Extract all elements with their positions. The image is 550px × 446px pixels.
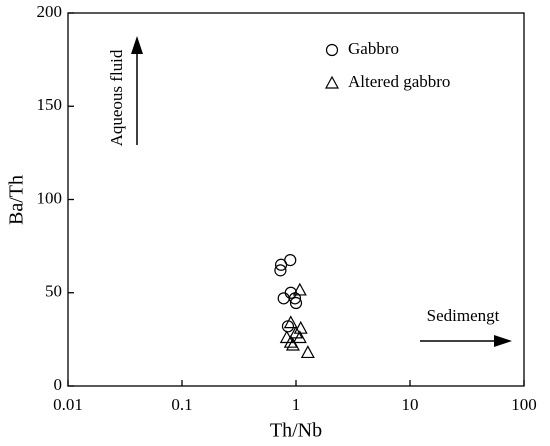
y-axis-label: Ba/Th: [6, 175, 28, 225]
x-axis-label: Th/Nb: [270, 420, 322, 442]
y-tick-label: 50: [45, 282, 62, 301]
triangle-marker: [292, 282, 307, 296]
triangle-marker: [285, 337, 300, 351]
circle-marker: [274, 264, 287, 277]
x-tick-label: 100: [511, 395, 537, 414]
triangle-marker: [292, 330, 307, 344]
triangle-marker: [283, 315, 298, 329]
x-tick-label: 0.1: [171, 395, 192, 414]
aqueous-arrowhead: [131, 36, 143, 54]
triangle-marker: [300, 345, 315, 359]
circle-marker: [274, 258, 288, 271]
sediment-arrowhead: [494, 335, 512, 347]
y-tick-label: 100: [37, 188, 63, 207]
annotation: Aqueous fluid: [107, 49, 126, 146]
legend-label: Gabbro: [348, 39, 399, 58]
circle-marker: [289, 296, 303, 310]
x-tick-label: 10: [402, 395, 419, 414]
circle-marker: [277, 292, 290, 305]
annotation: Sedimengt: [427, 306, 500, 325]
y-tick-label: 150: [37, 95, 63, 114]
legend-marker: [324, 75, 340, 89]
x-tick-label: 1: [292, 395, 301, 414]
y-tick-label: 200: [37, 2, 63, 21]
y-tick-label: 0: [54, 375, 63, 394]
x-tick-label: 0.01: [53, 395, 83, 414]
legend-label: Altered gabbro: [348, 72, 450, 91]
legend-marker: [325, 43, 339, 57]
